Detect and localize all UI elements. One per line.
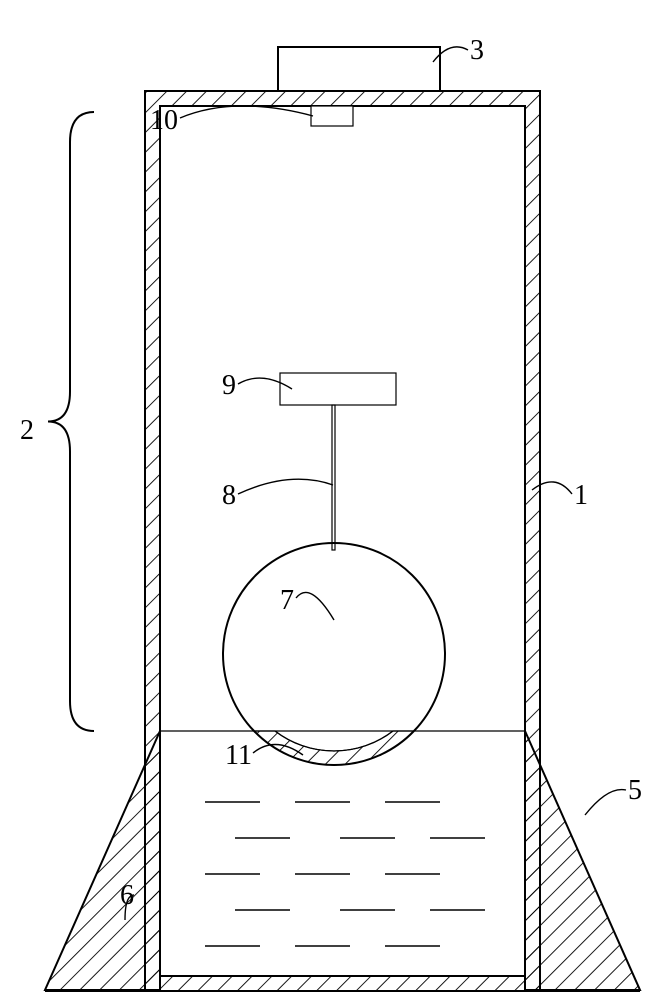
- diagram-canvas: 3 10 9 2 8 1 7 11 5 6: [0, 0, 669, 1000]
- label-5-text: 5: [628, 775, 642, 806]
- diagram-svg: [0, 0, 669, 1000]
- label-1: 1: [574, 480, 588, 512]
- label-11: 11: [225, 740, 252, 772]
- label-1-text: 1: [574, 480, 588, 511]
- label-10-text: 10: [150, 105, 178, 136]
- label-8-text: 8: [222, 480, 236, 511]
- label-7: 7: [280, 585, 294, 617]
- label-3: 3: [470, 35, 484, 67]
- label-7-text: 7: [280, 585, 294, 616]
- label-8: 8: [222, 480, 236, 512]
- label-9: 9: [222, 370, 236, 402]
- label-5: 5: [628, 775, 642, 807]
- label-11-text: 11: [225, 740, 252, 771]
- label-10: 10: [150, 105, 178, 137]
- label-3-text: 3: [470, 35, 484, 66]
- label-9-text: 9: [222, 370, 236, 401]
- label-2: 2: [20, 415, 34, 447]
- label-6-text: 6: [120, 880, 134, 911]
- label-2-text: 2: [20, 415, 34, 446]
- label-6: 6: [120, 880, 134, 912]
